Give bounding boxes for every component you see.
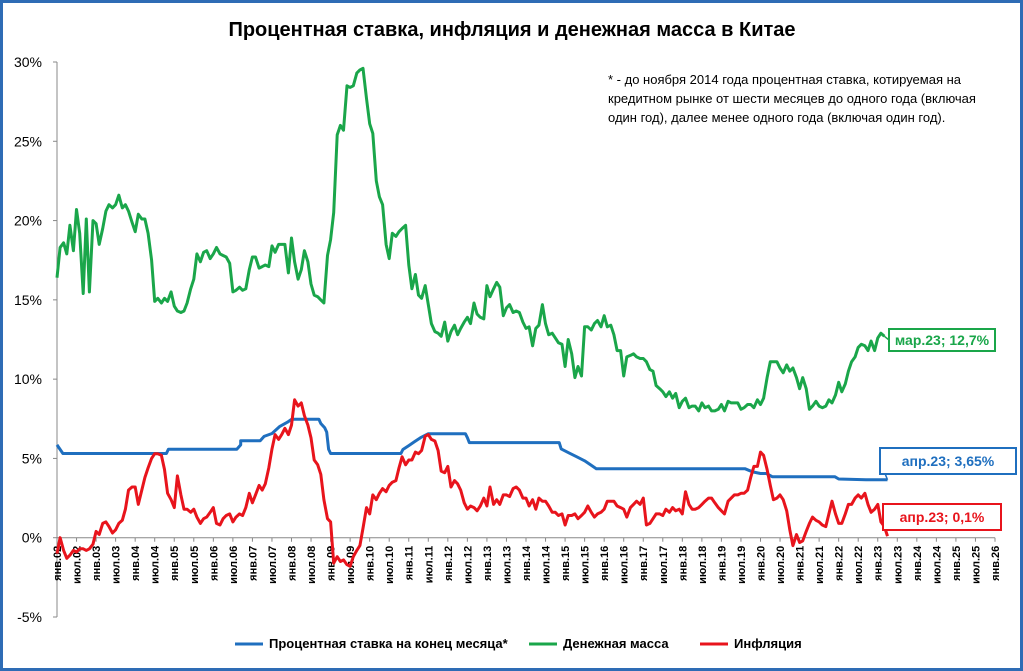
x-tick-label: янв.18 [677, 546, 689, 581]
legend-entry: Инфляция [734, 636, 802, 651]
x-tick-label: июл.21 [814, 546, 826, 584]
legend-entry: Процентная ставка на конец месяца* [269, 636, 509, 651]
x-axis: янв.02 июл.02 янв.03 июл.03 янв.04 июл.04 янв.… [52, 537, 1002, 584]
x-tick-label: янв.06 [208, 546, 220, 581]
callout-box [882, 503, 1002, 531]
x-tick-label: июл.22 [853, 546, 865, 584]
series-line-2 [55, 398, 889, 568]
x-tick-label: янв.20 [756, 546, 768, 581]
x-tick-label: июл.23 [892, 546, 904, 584]
x-tick-label: янв.08 [287, 546, 299, 581]
y-axis: -5% 0% 5% 10% 15% 20% 25% 30% [14, 54, 58, 625]
chart-note: * - до ноября 2014 года процентная ставк… [608, 72, 976, 125]
y-tick-label: 30% [14, 54, 42, 70]
callout-label: апр.23; 3,65% [902, 453, 995, 469]
x-tick-label: июл.04 [150, 545, 162, 584]
callout-label: апр.23; 0,1% [900, 509, 985, 525]
x-tick-label: июл.24 [931, 545, 943, 584]
x-tick-label: янв.07 [247, 546, 259, 581]
x-tick-label: июл.20 [775, 546, 787, 584]
x-tick-label: янв.10 [365, 546, 377, 581]
x-tick-label: июл.12 [462, 546, 474, 584]
y-tick-label: 10% [14, 371, 42, 387]
x-tick-label: июл.14 [541, 545, 553, 584]
x-tick-label: янв.11 [404, 546, 416, 581]
x-tick-label: янв.17 [638, 546, 650, 581]
x-tick-label: июл.08 [306, 546, 318, 584]
x-tick-label: янв.12 [443, 546, 455, 581]
y-tick-label: -5% [17, 609, 42, 625]
x-tick-label: янв.09 [326, 546, 338, 581]
series-line-1 [55, 66, 886, 413]
note-line-3: один год), далее менее одного года (вклю… [608, 110, 945, 125]
x-tick-label: янв.03 [91, 546, 103, 581]
note-line-1: * - до ноября 2014 года процентная ставк… [608, 72, 962, 87]
x-tick-label: июл.15 [580, 546, 592, 584]
x-tick-label: июл.03 [111, 546, 123, 584]
x-tick-label: янв.16 [599, 546, 611, 581]
x-tick-label: июл.11 [423, 546, 435, 584]
x-tick-label: июл.07 [267, 546, 279, 584]
x-tick-label: июл.05 [189, 546, 201, 584]
x-tick-label: янв.13 [482, 546, 494, 581]
callout-box [879, 447, 1017, 475]
series-line-0 [55, 417, 888, 482]
x-tick-label: июл.19 [736, 546, 748, 584]
y-tick-label: 25% [14, 133, 42, 149]
y-tick-label: 5% [22, 450, 42, 466]
x-tick-label: июл.10 [384, 546, 396, 584]
callout-label: мар.23; 12,7% [895, 332, 990, 348]
chart-title: Процентная ставка, инфляция и денежная м… [228, 19, 795, 41]
x-tick-label: янв.26 [990, 546, 1002, 581]
y-tick-label: 15% [14, 292, 42, 308]
x-tick-label: янв.23 [873, 546, 885, 581]
y-tick-label: 0% [22, 530, 42, 546]
x-tick-label: янв.19 [716, 546, 728, 581]
legend-entry: Денежная масса [563, 636, 669, 651]
x-tick-label: июл.25 [970, 546, 982, 584]
x-tick-label: янв.02 [52, 546, 64, 581]
callouts: мар.23; 12,7% апр.23; 3,65% апр.23; 0,1% [879, 328, 1017, 537]
x-tick-label: янв.04 [130, 545, 142, 581]
x-tick-label: янв.24 [912, 545, 924, 581]
x-tick-label: янв.15 [560, 546, 572, 581]
x-tick-label: янв.21 [795, 546, 807, 581]
x-tick-label: янв.05 [169, 546, 181, 581]
note-line-2: кредитном рынке от шести месяцев до одно… [608, 91, 976, 106]
x-tick-label: янв.14 [521, 545, 533, 581]
legend: Процентная ставка на конец месяца* Денежн… [235, 636, 802, 651]
callout-box [888, 328, 996, 352]
x-tick-label: июл.16 [619, 546, 631, 584]
x-tick-label: июл.06 [228, 546, 240, 584]
x-tick-label: июл.13 [501, 546, 513, 584]
x-tick-label: янв.22 [834, 546, 846, 581]
x-tick-label: июл.18 [697, 546, 709, 584]
series-lines [55, 66, 889, 568]
x-tick-label: июл.17 [658, 546, 670, 584]
x-tick-label: янв.25 [951, 546, 963, 581]
x-tick-label: июл.02 [72, 546, 84, 584]
y-tick-label: 20% [14, 213, 42, 229]
